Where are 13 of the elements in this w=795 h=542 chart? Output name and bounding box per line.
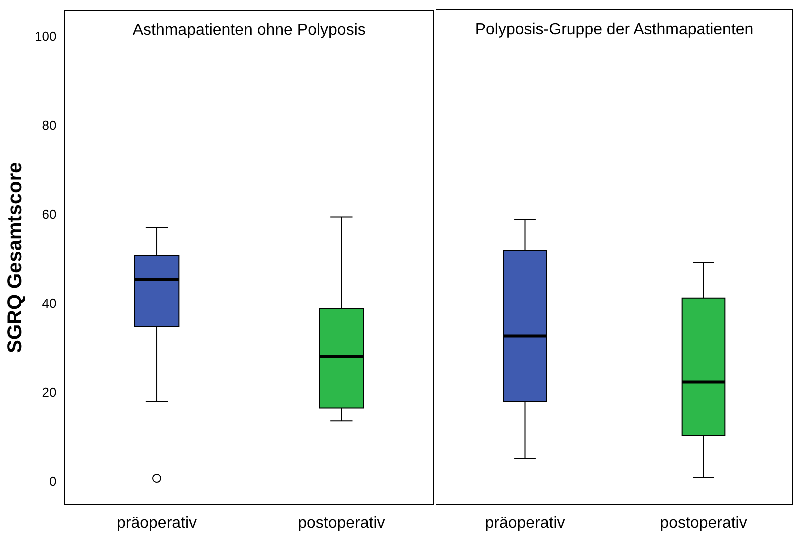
y-tick-label: 40 [42,296,57,312]
text: Asthmapatienten ohne Polyposis [132,22,366,40]
y-tick-label: 80 [42,118,57,134]
y-tick-label: 60 [42,207,57,222]
text: Polyposis-Gruppe der Asthmapatienten [475,21,754,38]
y-tick-label: 0 [49,474,57,490]
x-tick-label: postoperativ [298,514,386,532]
y-tick-label: 20 [42,385,57,400]
y-axis-title: SGRQ Gesamtscore [4,162,27,354]
x-tick-label: postoperativ [660,514,748,532]
y-tick-label: 100 [34,29,57,44]
x-tick-label: präoperativ [485,514,566,532]
x-tick-label: präoperativ [116,514,198,532]
